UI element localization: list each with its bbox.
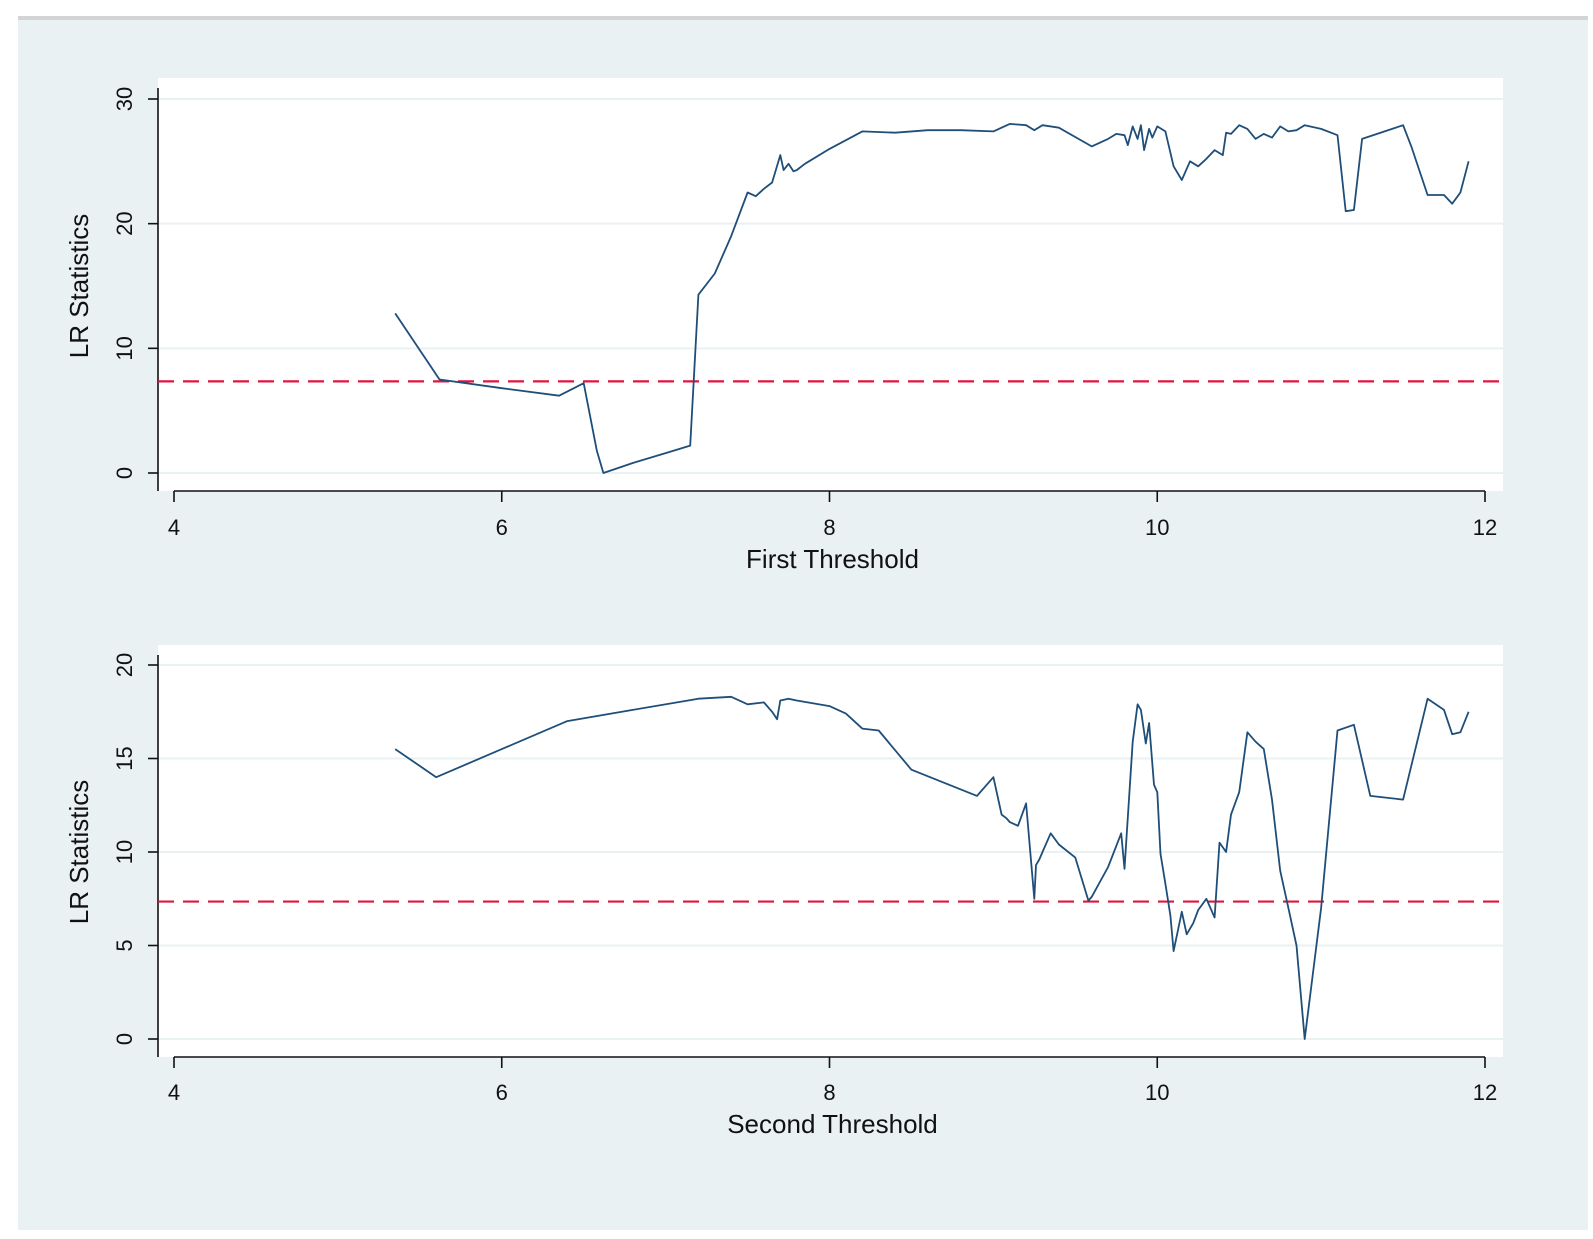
y-tick-label-10: 10 [112,336,137,360]
page-top-rule [18,16,1588,20]
x-tick-label-10: 10 [1145,1080,1169,1105]
x-axis-title: Second Threshold [727,1109,938,1139]
chart-1: 0 10 20 30 4 6 8 10 12 First Threshold LR Statisti… [64,78,1503,574]
plot-area [158,78,1503,491]
y-tick-label-0: 0 [112,1033,137,1045]
x-tick-label-10: 10 [1145,515,1169,540]
x-tick-label-12: 12 [1473,515,1497,540]
x-tick-label-8: 8 [823,1080,835,1105]
chart-2: 0 5 10 15 20 4 6 8 10 12 Second Threshold LR Statis… [64,645,1503,1139]
y-tick-label-20: 20 [112,653,137,677]
series-line-1 [394,123,1470,474]
y-tick-label-15: 15 [112,746,137,770]
x-tick-label-6: 6 [496,515,508,540]
y-axis-title: LR Statistics [64,214,94,359]
x-tick-label-8: 8 [823,515,835,540]
y-axis-title: LR Statistics [64,780,94,925]
y-tick-label-5: 5 [112,939,137,951]
y-tick-label-10: 10 [112,840,137,864]
y-tick-label-0: 0 [112,467,137,479]
x-axis-title: First Threshold [746,544,919,574]
x-tick-label-4: 4 [168,1080,180,1105]
y-tick-label-30: 30 [112,87,137,111]
y-tick-label-20: 20 [112,211,137,235]
x-tick-label-4: 4 [168,515,180,540]
x-tick-label-6: 6 [496,1080,508,1105]
series-line-1 [394,695,1470,1040]
x-tick-label-12: 12 [1473,1080,1497,1105]
